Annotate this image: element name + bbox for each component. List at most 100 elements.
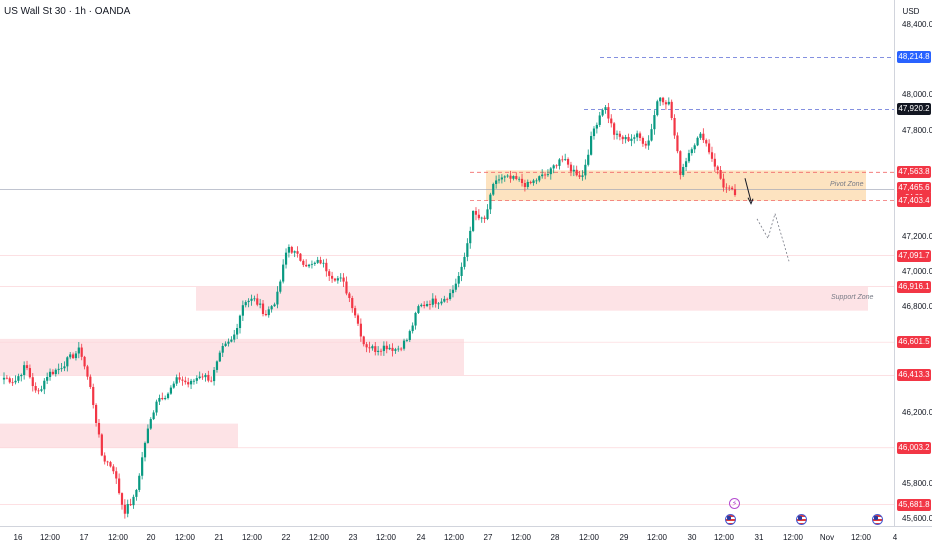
candle-body <box>175 377 178 384</box>
candle-body <box>443 298 446 302</box>
candle-body <box>644 143 647 146</box>
candle-body <box>120 493 124 505</box>
candle-body <box>538 176 541 181</box>
price-badge: 47,091.7 <box>897 249 931 262</box>
candle-body <box>613 123 616 135</box>
candle-body <box>267 309 270 316</box>
zone-label-1: Support Zone <box>831 293 874 301</box>
candle-body <box>37 390 40 392</box>
time-tick-label: 31 <box>754 533 764 542</box>
candle-body <box>115 471 118 479</box>
candle-body <box>661 97 665 103</box>
candle-body <box>322 262 325 264</box>
time-tick-label: 23 <box>348 533 358 542</box>
candle-body <box>400 348 403 350</box>
candle-body <box>89 376 92 387</box>
candle-body <box>192 380 196 382</box>
candle-body <box>598 115 601 125</box>
candle-body <box>451 289 455 294</box>
candle-body <box>161 397 164 400</box>
candle-body <box>673 118 676 136</box>
candle-body <box>630 138 633 141</box>
price-badge: 46,916.1 <box>897 280 931 293</box>
candle-body <box>48 371 52 377</box>
candle-body <box>679 151 682 175</box>
us-flag-icon[interactable] <box>796 514 807 525</box>
candle-body <box>132 496 135 506</box>
time-tick-label: 12:00 <box>39 533 61 542</box>
candle-body <box>561 159 564 161</box>
candle-body <box>259 303 262 305</box>
candle-body <box>11 382 14 384</box>
candle-body <box>716 166 719 171</box>
candle-body <box>126 504 129 514</box>
candle-body <box>420 304 423 307</box>
us-flag-icon[interactable] <box>872 514 883 525</box>
arrow-head <box>747 197 754 205</box>
candle-body <box>391 347 394 351</box>
candle-body <box>152 412 155 420</box>
candle-body <box>313 262 316 264</box>
candle-body <box>558 159 561 166</box>
candle-body <box>123 504 126 514</box>
candle-body <box>221 345 224 353</box>
bolt-icon[interactable]: ⚡ <box>729 498 740 509</box>
candle-body <box>564 159 567 160</box>
candle-body <box>529 181 532 184</box>
candle-body <box>526 181 529 187</box>
candle-body <box>572 169 575 172</box>
candle-body <box>719 170 722 179</box>
time-tick-label: 21 <box>214 533 224 542</box>
candle-body <box>359 323 362 337</box>
candle-body <box>687 153 691 162</box>
candle-body <box>20 374 23 377</box>
candle-body <box>414 312 417 326</box>
candle-body <box>54 369 57 375</box>
time-tick-label: 12:00 <box>107 533 129 542</box>
candle-body <box>664 102 668 105</box>
candle-body <box>103 455 106 462</box>
candle-body <box>230 339 233 342</box>
zone-support-low <box>0 423 238 448</box>
candle-body <box>535 180 538 182</box>
candle-body <box>198 376 201 379</box>
candle-body <box>371 346 374 349</box>
candle-body <box>34 386 37 391</box>
candle-body <box>604 107 607 110</box>
candles-layer <box>2 96 737 519</box>
candle-body <box>310 263 314 265</box>
candle-body <box>204 374 207 378</box>
candle-body <box>659 97 662 102</box>
candle-body <box>483 217 486 219</box>
time-tick-label: 12:00 <box>510 533 532 542</box>
us-flag-icon[interactable] <box>725 514 736 525</box>
candle-body <box>423 304 426 307</box>
candle-body <box>405 339 409 341</box>
currency-button[interactable]: USD <box>902 6 920 16</box>
candle-body <box>77 347 80 354</box>
candle-body <box>518 178 521 180</box>
candle-body <box>158 397 161 402</box>
time-tick-label: 29 <box>619 533 629 542</box>
candle-body <box>402 340 406 349</box>
candle-body <box>682 166 685 175</box>
candle-body <box>710 152 714 159</box>
candle-body <box>385 345 388 350</box>
candle-body <box>23 365 26 375</box>
candle-body <box>328 271 331 276</box>
candle-body <box>489 194 492 210</box>
candle-body <box>187 382 190 385</box>
candle-body <box>676 135 679 152</box>
candle-body <box>307 264 311 267</box>
price-tick-label: 46,200.0 <box>902 408 932 418</box>
price-badge: 48,214.8 <box>897 51 931 64</box>
time-tick-label: 12:00 <box>308 533 330 542</box>
candle-body <box>541 174 544 177</box>
candle-body <box>722 178 725 188</box>
candle-body <box>244 302 247 306</box>
candle-body <box>302 260 305 265</box>
price-tick-label: 46,800.0 <box>902 302 932 312</box>
candle-body <box>713 158 716 167</box>
time-tick-label: 12:00 <box>375 533 397 542</box>
